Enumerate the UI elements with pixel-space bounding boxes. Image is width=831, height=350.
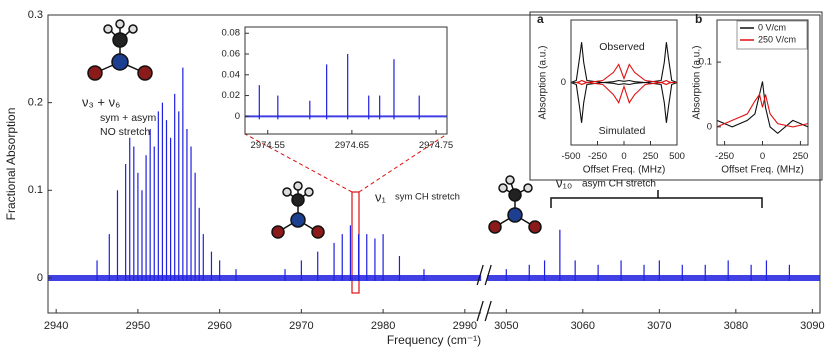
y-tick-label: 0.2 <box>28 97 43 109</box>
x-tick-label: 3080 <box>724 320 748 332</box>
y-tick-label: 0.1 <box>699 57 712 68</box>
series-line <box>717 93 808 128</box>
annotation: asym CH stretch <box>582 179 656 190</box>
series-line <box>717 81 808 135</box>
x-tick-label: 0 <box>621 151 626 162</box>
axis-break <box>484 264 492 286</box>
plot-frame <box>244 26 448 135</box>
axis-break-gap <box>481 301 488 321</box>
x-tick-label: 250 <box>643 151 659 162</box>
y-tick-label: 0.1 <box>28 184 43 196</box>
legend-box <box>736 20 808 50</box>
axis-break <box>484 300 492 322</box>
x-tick-label: 2960 <box>207 320 231 332</box>
plot-area <box>571 42 677 123</box>
annotation: ν₁₀ <box>556 175 572 190</box>
molecule-icon <box>488 175 542 234</box>
x-axis-label: Offset Freq. (MHz) <box>721 165 804 176</box>
y-axis-label: Absorption (a.u.) <box>538 46 549 120</box>
y-tick-label: 0.08 <box>222 28 241 39</box>
y-tick-label: 0 <box>37 272 43 284</box>
axis-break <box>476 300 484 322</box>
series-line <box>571 63 677 84</box>
y-tick-label: 0.3 <box>28 9 43 21</box>
x-tick-label: 3090 <box>800 320 824 332</box>
legend-label: 250 V/cm <box>758 34 796 44</box>
chart: -250 0 250 0 0.1 Offset Freq. (MHz) Absorption… <box>692 12 809 176</box>
y-tick-label: 0.04 <box>222 69 241 80</box>
x-tick-label: 0 <box>760 151 765 162</box>
plot-frame <box>47 14 821 314</box>
legend-label: 0 V/cm <box>758 22 786 32</box>
annotation: NO stretch <box>100 126 150 138</box>
plot-frame <box>716 19 809 146</box>
plot-area <box>717 81 808 135</box>
x-axis-label: Offset Freq. (MHz) <box>583 165 666 176</box>
y-tick-label: 0 <box>235 111 240 122</box>
x-tick-label: 3070 <box>647 320 671 332</box>
x-tick-label: 3060 <box>571 320 595 332</box>
chart: -500 -250 0 250 500 0 Offset Freq. (MHz) Absorp… <box>537 12 685 175</box>
x-tick-label: 2940 <box>44 320 68 332</box>
x-tick-label: 2970 <box>289 320 313 332</box>
y-tick-label: 0 <box>561 77 566 88</box>
plot-area <box>48 67 820 281</box>
plot-area <box>245 54 447 120</box>
annotation: Simulated <box>599 125 646 137</box>
connector <box>244 133 353 193</box>
x-tick-label: 2974.55 <box>251 140 285 151</box>
axis-break-gap <box>481 265 488 285</box>
molecule-icon <box>271 181 325 239</box>
x-tick-label: 2974.75 <box>419 140 453 151</box>
panel-label: b <box>695 12 702 26</box>
annotation: Observed <box>599 41 645 53</box>
y-tick-label: 0.02 <box>222 90 241 101</box>
panel-label: a <box>537 12 544 26</box>
y-tick-label: 0.06 <box>222 49 241 60</box>
x-tick-label: 3050 <box>494 320 518 332</box>
annotation: ν₃ + ν₆ <box>82 94 120 109</box>
x-tick-label: -250 <box>588 151 607 162</box>
bracket <box>550 190 763 208</box>
y-tick-label: 0 <box>707 121 712 132</box>
series-line <box>571 81 677 104</box>
x-tick-label: -500 <box>561 151 580 162</box>
chart: 2940 2950 2960 2970 2980 2990 3050 3060 3070 3080… <box>4 9 824 347</box>
molecule-icon <box>87 19 153 81</box>
x-tick-label: 250 <box>792 151 808 162</box>
y-axis-label: Fractional Absorption <box>4 108 18 221</box>
x-tick-label: 2950 <box>126 320 150 332</box>
chart: 2974.55 2974.65 2974.75 0 0.02 0.04 0.06 0.08 <box>222 26 453 151</box>
plot-frame <box>570 19 678 146</box>
x-tick-label: -250 <box>715 151 734 162</box>
x-tick-label: 2974.65 <box>335 140 369 151</box>
annotation: ν₁ <box>375 189 387 204</box>
connector <box>358 133 448 193</box>
x-axis-label: Frequency (cm⁻¹) <box>387 333 481 347</box>
plot-background <box>245 27 447 134</box>
x-tick-label: 500 <box>669 151 685 162</box>
x-tick-label: 2980 <box>371 320 395 332</box>
x-tick-label: 2990 <box>453 320 477 332</box>
annotation: sym + asym <box>100 112 157 124</box>
annotation: sym CH stretch <box>395 192 460 203</box>
series-line <box>571 81 677 123</box>
axis-break <box>476 264 484 286</box>
series-line <box>571 42 677 84</box>
y-axis-label: Absorption (a.u.) <box>692 46 703 120</box>
